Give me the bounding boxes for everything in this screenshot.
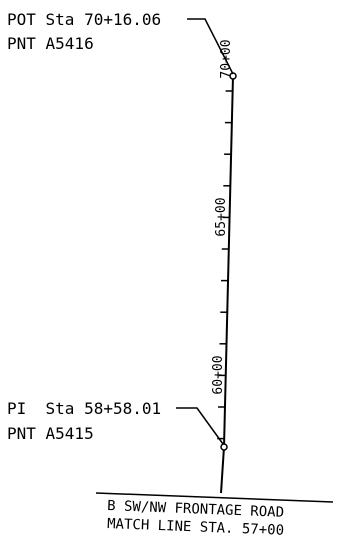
- alignment-line-lower: [220, 446, 225, 494]
- station-label-60: 60+00: [211, 355, 226, 394]
- alignment-line-upper: [223, 75, 234, 448]
- station-ticks: [217, 90, 233, 440]
- station-label-65: 65+00: [214, 197, 229, 236]
- pi-station-label: PI Sta 58+58.01: [7, 399, 161, 418]
- pi-leader-line: [176, 407, 224, 445]
- match-line-station-label: MATCH LINE STA. 57+00: [107, 516, 284, 539]
- pot-point-label: PNT A5416: [7, 34, 94, 53]
- match-line-road-label: B SW/NW FRONTAGE ROAD: [107, 498, 284, 521]
- station-label-70: 70+00: [219, 39, 234, 78]
- pi-point-marker: [220, 443, 228, 451]
- pot-station-label: POT Sta 70+16.06: [7, 10, 161, 29]
- pot-leader-line: [187, 18, 234, 75]
- pi-point-label: PNT A5415: [7, 424, 94, 443]
- match-line: [95, 492, 334, 503]
